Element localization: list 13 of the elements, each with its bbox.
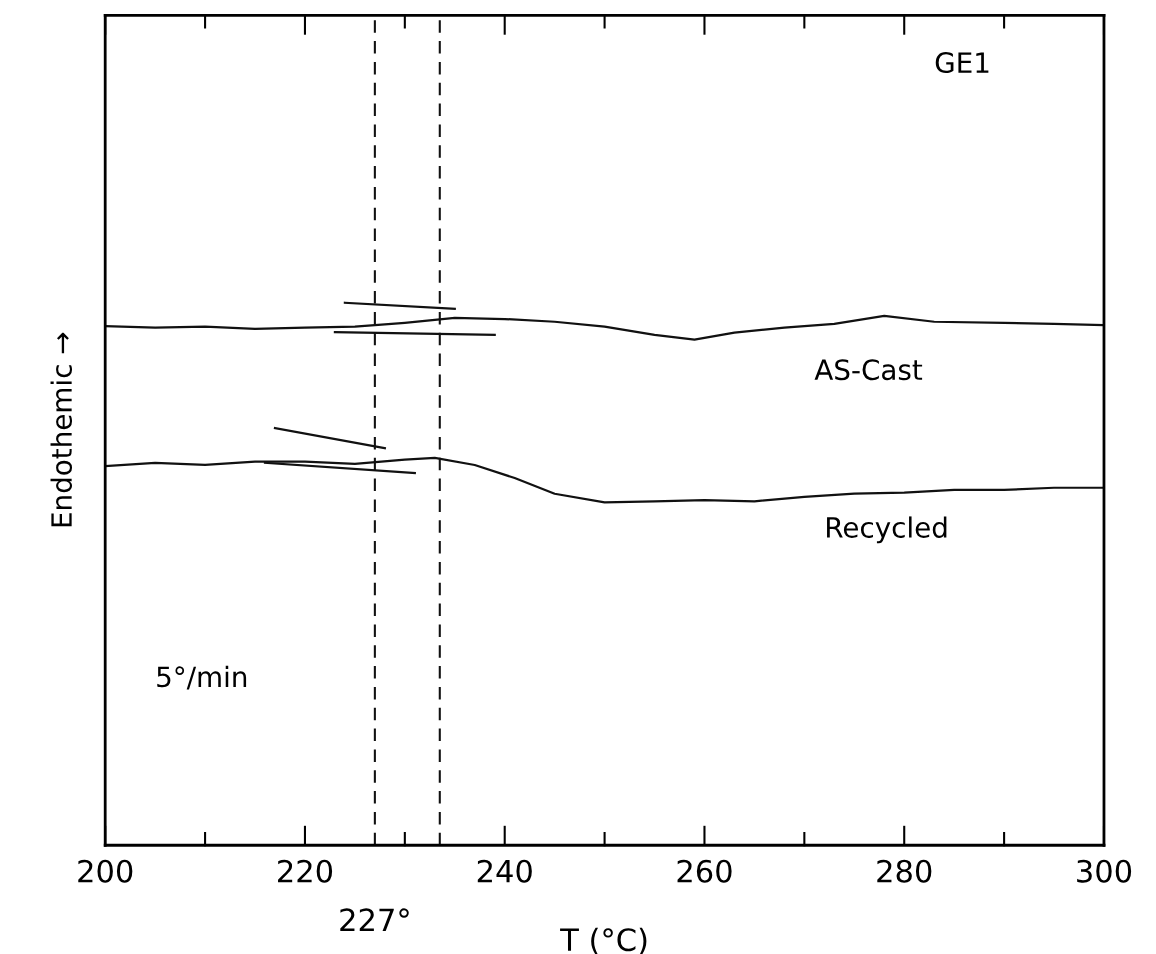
annotation: AS-Cast (814, 359, 923, 381)
x-tick-label: 220 (278, 859, 333, 883)
x-tick-label: 260 (677, 859, 732, 883)
y-axis-title: Endothemic → (50, 332, 73, 527)
text: GE1 (935, 52, 989, 74)
ref-line-label: 227° (340, 908, 409, 931)
x-tick-label: 300 (1077, 859, 1132, 883)
annotation: Recycled (827, 516, 947, 544)
x-tick-label: 240 (477, 859, 532, 883)
x-tick-label: 280 (877, 859, 932, 883)
annotation: 5°/min (157, 665, 247, 690)
x-axis-title: T (°C) (560, 927, 647, 954)
x-tick-label: 200 (78, 859, 133, 883)
